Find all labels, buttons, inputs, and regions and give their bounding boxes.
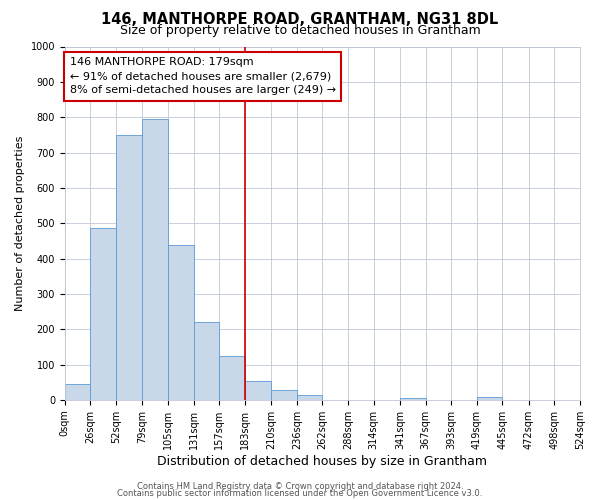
Y-axis label: Number of detached properties: Number of detached properties [15, 136, 25, 311]
Text: 146 MANTHORPE ROAD: 179sqm
← 91% of detached houses are smaller (2,679)
8% of se: 146 MANTHORPE ROAD: 179sqm ← 91% of deta… [70, 57, 336, 95]
Bar [219, 356, 245, 400]
Bar [116, 135, 142, 400]
Bar [271, 390, 297, 400]
Bar [245, 382, 271, 400]
Bar [400, 398, 425, 400]
Bar [65, 384, 91, 400]
X-axis label: Distribution of detached houses by size in Grantham: Distribution of detached houses by size … [157, 454, 487, 468]
Bar [142, 119, 168, 400]
Text: 146, MANTHORPE ROAD, GRANTHAM, NG31 8DL: 146, MANTHORPE ROAD, GRANTHAM, NG31 8DL [101, 12, 499, 28]
Bar [194, 322, 219, 400]
Text: Size of property relative to detached houses in Grantham: Size of property relative to detached ho… [119, 24, 481, 37]
Bar [477, 397, 502, 400]
Text: Contains HM Land Registry data © Crown copyright and database right 2024.: Contains HM Land Registry data © Crown c… [137, 482, 463, 491]
Text: Contains public sector information licensed under the Open Government Licence v3: Contains public sector information licen… [118, 489, 482, 498]
Bar [168, 245, 194, 400]
Bar [297, 394, 322, 400]
Bar [91, 228, 116, 400]
